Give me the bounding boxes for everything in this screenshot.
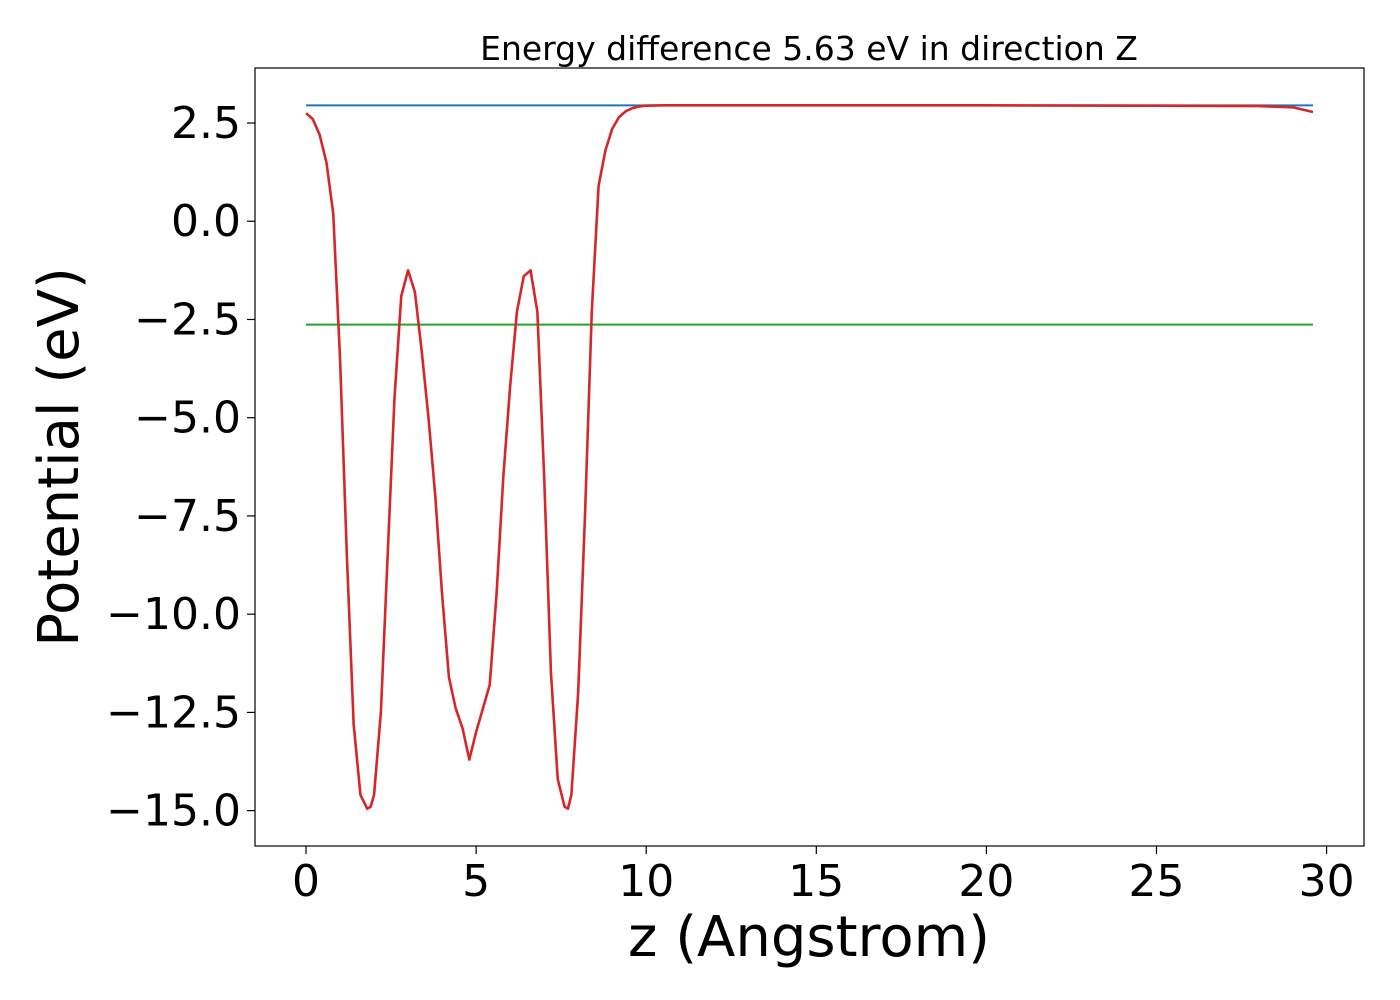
y-tick-label: −2.5 <box>134 294 241 345</box>
plot-frame <box>254 67 1365 847</box>
chart-title: Energy difference 5.63 eV in direction Z <box>480 29 1138 68</box>
y-tick-label: −12.5 <box>106 687 241 738</box>
x-tick-label: 0 <box>292 856 320 907</box>
y-tick-label: −5.0 <box>134 393 241 444</box>
y-tick-label: −7.5 <box>134 491 241 542</box>
y-tick-label: 2.5 <box>171 98 241 149</box>
y-tick-label: −15.0 <box>106 786 241 837</box>
series-line-3 <box>305 104 1314 810</box>
y-axis: 2.5 0.0 −2.5 −5.0 −7.5 −10.0 −12.5 −15.0 <box>106 98 255 837</box>
y-tick-label: 0.0 <box>171 196 241 247</box>
x-axis: 0 5 10 15 20 25 30 <box>292 846 1355 907</box>
x-tick-label: 10 <box>618 856 674 907</box>
x-axis-label: z (Angstrom) <box>628 905 990 970</box>
x-tick-label: 15 <box>788 856 844 907</box>
x-tick-label: 20 <box>958 856 1014 907</box>
x-tick-label: 5 <box>462 856 490 907</box>
y-tick-label: −10.0 <box>106 589 241 640</box>
x-tick-label: 30 <box>1299 856 1355 907</box>
x-tick-label: 25 <box>1128 856 1184 907</box>
plot-area <box>305 104 1314 810</box>
y-axis-label: Potential (eV) <box>27 267 92 647</box>
